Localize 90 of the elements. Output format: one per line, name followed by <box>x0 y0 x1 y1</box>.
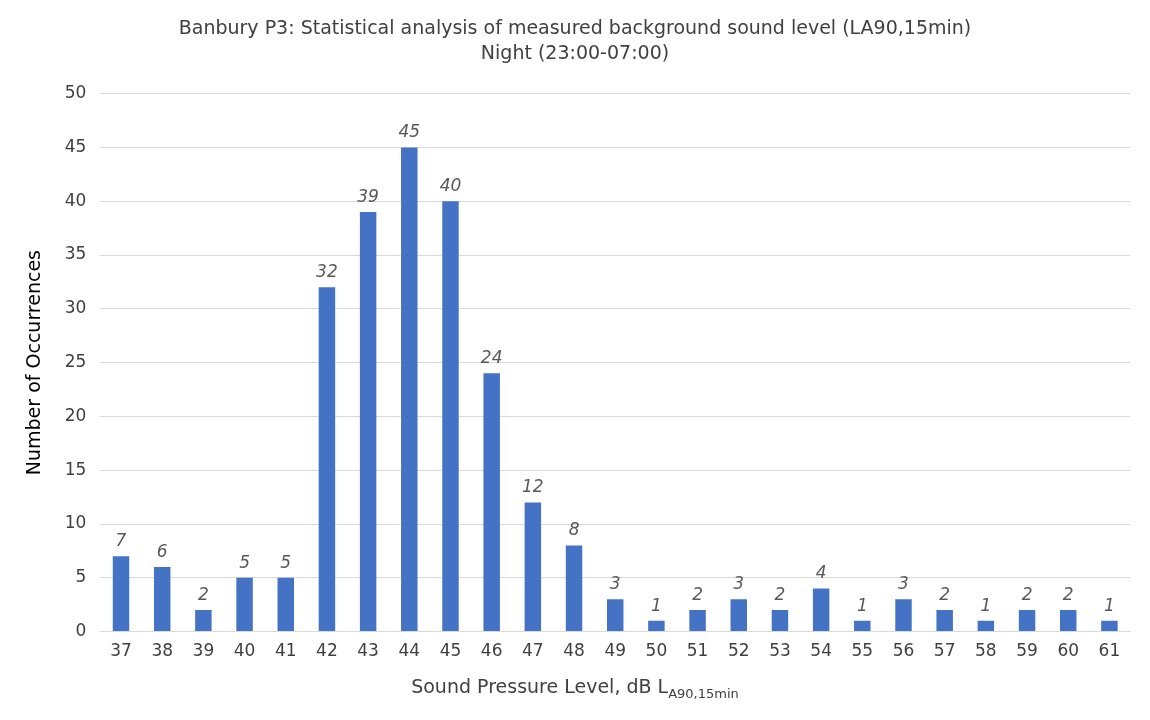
data-label: 1 <box>856 594 868 615</box>
bar <box>112 556 130 632</box>
y-tick-label: 0 <box>75 620 87 641</box>
x-tick-label: 44 <box>398 640 421 661</box>
x-tick-label: 57 <box>933 640 956 661</box>
data-label: 2 <box>197 584 209 604</box>
x-tick-label: 49 <box>604 640 627 661</box>
bar <box>565 545 583 632</box>
bar <box>195 610 212 632</box>
bar <box>977 620 995 632</box>
bar <box>1101 620 1118 632</box>
data-label: 3 <box>609 573 621 594</box>
data-label: 8 <box>568 519 580 540</box>
bar <box>730 599 747 632</box>
x-tick-label: 60 <box>1057 640 1080 661</box>
bar <box>648 620 665 632</box>
data-label: 3 <box>733 573 745 594</box>
bar <box>1059 610 1077 632</box>
bar <box>318 287 336 632</box>
data-label: 1 <box>650 594 662 615</box>
x-tick-label: 48 <box>563 640 585 661</box>
data-label: 2 <box>774 584 786 604</box>
bar <box>153 567 171 632</box>
y-tick-label: 5 <box>75 566 87 587</box>
x-tick-label: 41 <box>274 640 297 661</box>
bar <box>277 577 294 632</box>
x-tick-label: 52 <box>727 640 750 661</box>
data-label: 4 <box>815 562 827 583</box>
data-label: 2 <box>939 584 951 604</box>
data-label: 24 <box>480 347 503 368</box>
x-tick-label: 45 <box>439 640 462 661</box>
data-label: 3 <box>898 573 909 594</box>
x-tick-label: 43 <box>357 640 379 661</box>
data-label: 1 <box>980 594 992 615</box>
data-label: 7 <box>115 530 127 551</box>
data-label: 32 <box>316 261 338 282</box>
data-label: 2 <box>1021 584 1033 604</box>
x-axis-title: Sound Pressure Level, dB L$_{A90,15min}$ <box>410 675 740 701</box>
data-label: 2 <box>692 584 703 604</box>
bar <box>689 610 706 632</box>
x-tick-label: 40 <box>233 640 256 661</box>
data-label: 12 <box>522 476 544 497</box>
y-tick-label: 30 <box>64 297 87 318</box>
y-tick-label: 35 <box>64 243 87 264</box>
bar <box>483 373 500 632</box>
x-tick-label: 39 <box>192 640 215 661</box>
x-tick-label: 51 <box>686 640 709 661</box>
chart-title: Banbury P3: Statistical analysis of measured background sound level (LA90,15min) <box>178 16 972 39</box>
bar <box>895 599 912 632</box>
bar <box>854 620 871 632</box>
x-tick-label: 56 <box>892 640 915 661</box>
y-axis-title: Number of Occurrences <box>22 249 45 476</box>
data-label: 5 <box>239 551 250 572</box>
chart-subtitle: Night (23:00-07:00) <box>480 41 670 64</box>
x-tick-label: 61 <box>1098 640 1121 661</box>
data-label: 6 <box>156 540 168 561</box>
y-tick-label: 45 <box>64 135 87 156</box>
y-tick-label: 40 <box>64 189 87 210</box>
x-tick-label: 37 <box>110 640 132 661</box>
bar <box>771 610 789 632</box>
data-label: 45 <box>398 121 421 142</box>
y-tick-label: 20 <box>64 404 87 425</box>
data-label: 2 <box>1062 584 1074 604</box>
data-label: 1 <box>1103 594 1115 615</box>
y-tick-label: 10 <box>64 512 87 533</box>
bar <box>401 147 418 632</box>
bar <box>236 577 253 632</box>
x-tick-label: 58 <box>975 640 997 661</box>
bar <box>359 211 377 632</box>
x-tick-label: 55 <box>851 640 874 661</box>
bar <box>524 502 542 632</box>
y-tick-label: 25 <box>64 351 87 372</box>
y-tick-label: 15 <box>64 458 87 479</box>
bar <box>936 610 953 632</box>
x-tick-label: 47 <box>522 640 544 661</box>
x-tick-label: 53 <box>769 640 791 661</box>
bar <box>812 588 830 632</box>
bar <box>442 201 459 632</box>
x-tick-label: 38 <box>151 640 174 661</box>
x-tick-label: 42 <box>316 640 338 661</box>
data-label: 5 <box>280 551 292 572</box>
x-tick-label: 54 <box>810 640 832 661</box>
data-label: 40 <box>439 175 462 196</box>
y-tick-label: 50 <box>64 82 87 103</box>
bar <box>606 599 624 632</box>
x-tick-label: 50 <box>645 640 668 661</box>
data-label: 39 <box>357 185 379 206</box>
x-tick-label: 59 <box>1016 640 1038 661</box>
x-tick-label: 46 <box>480 640 503 661</box>
bar <box>1018 610 1036 632</box>
